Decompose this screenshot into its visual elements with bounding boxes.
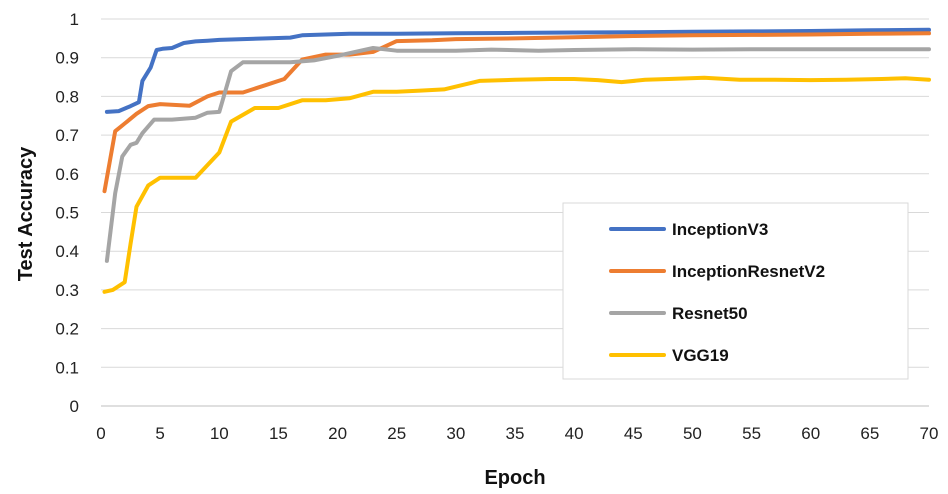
series-line-inceptionv3 bbox=[104, 27, 931, 114]
y-tick-label: 1 bbox=[70, 10, 79, 29]
x-tick-label: 55 bbox=[742, 424, 761, 443]
x-tick-label: 60 bbox=[801, 424, 820, 443]
x-tick-label: 45 bbox=[624, 424, 643, 443]
legend-label-resnet50: Resnet50 bbox=[672, 304, 748, 323]
x-tick-label: 65 bbox=[860, 424, 879, 443]
x-axis-title: Epoch bbox=[484, 467, 545, 489]
y-tick-label: 0.7 bbox=[55, 126, 79, 145]
x-tick-label: 70 bbox=[920, 424, 939, 443]
x-tick-label: 10 bbox=[210, 424, 229, 443]
x-tick-label: 30 bbox=[446, 424, 465, 443]
legend-label-inceptionresnetv2: InceptionResnetV2 bbox=[672, 262, 825, 281]
series-line-vgg19 bbox=[102, 75, 931, 294]
gridlines bbox=[101, 18, 929, 368]
y-tick-label: 0 bbox=[70, 397, 79, 416]
x-tick-label: 0 bbox=[96, 424, 105, 443]
y-tick-label: 0.8 bbox=[55, 87, 79, 106]
y-tick-label: 0.9 bbox=[55, 49, 79, 68]
x-tick-label: 20 bbox=[328, 424, 347, 443]
x-tick-label: 40 bbox=[565, 424, 584, 443]
x-tick-label: 5 bbox=[155, 424, 164, 443]
x-tick-label: 35 bbox=[506, 424, 525, 443]
legend-label-vgg19: VGG19 bbox=[672, 346, 729, 365]
legend-box bbox=[562, 202, 909, 380]
x-axis-ticks: 0 5 10 15 20 25 30 35 40 45 50 55 60 65 70 bbox=[96, 424, 938, 443]
y-tick-label: 0.6 bbox=[55, 165, 79, 184]
x-tick-label: 25 bbox=[387, 424, 406, 443]
legend: InceptionV3 InceptionResnetV2 Resnet50 VGG1… bbox=[562, 202, 909, 380]
legend-label-inceptionv3: InceptionV3 bbox=[672, 220, 768, 239]
series-line-inceptionresnetv2 bbox=[102, 31, 931, 194]
x-tick-label: 50 bbox=[683, 424, 702, 443]
y-tick-label: 0.5 bbox=[55, 204, 79, 223]
y-tick-label: 0.4 bbox=[55, 242, 79, 261]
x-tick-label: 15 bbox=[269, 424, 288, 443]
y-tick-label: 0.1 bbox=[55, 358, 79, 377]
y-tick-label: 0.3 bbox=[55, 281, 79, 300]
y-axis-title: Test Accuracy bbox=[15, 146, 37, 281]
y-axis-ticks: 0 0.1 0.2 0.3 0.4 0.5 0.6 0.7 0.8 0.9 1 bbox=[55, 10, 79, 416]
y-tick-label: 0.2 bbox=[55, 320, 79, 339]
series-line-resnet50 bbox=[104, 46, 931, 263]
series-lines bbox=[102, 27, 931, 294]
